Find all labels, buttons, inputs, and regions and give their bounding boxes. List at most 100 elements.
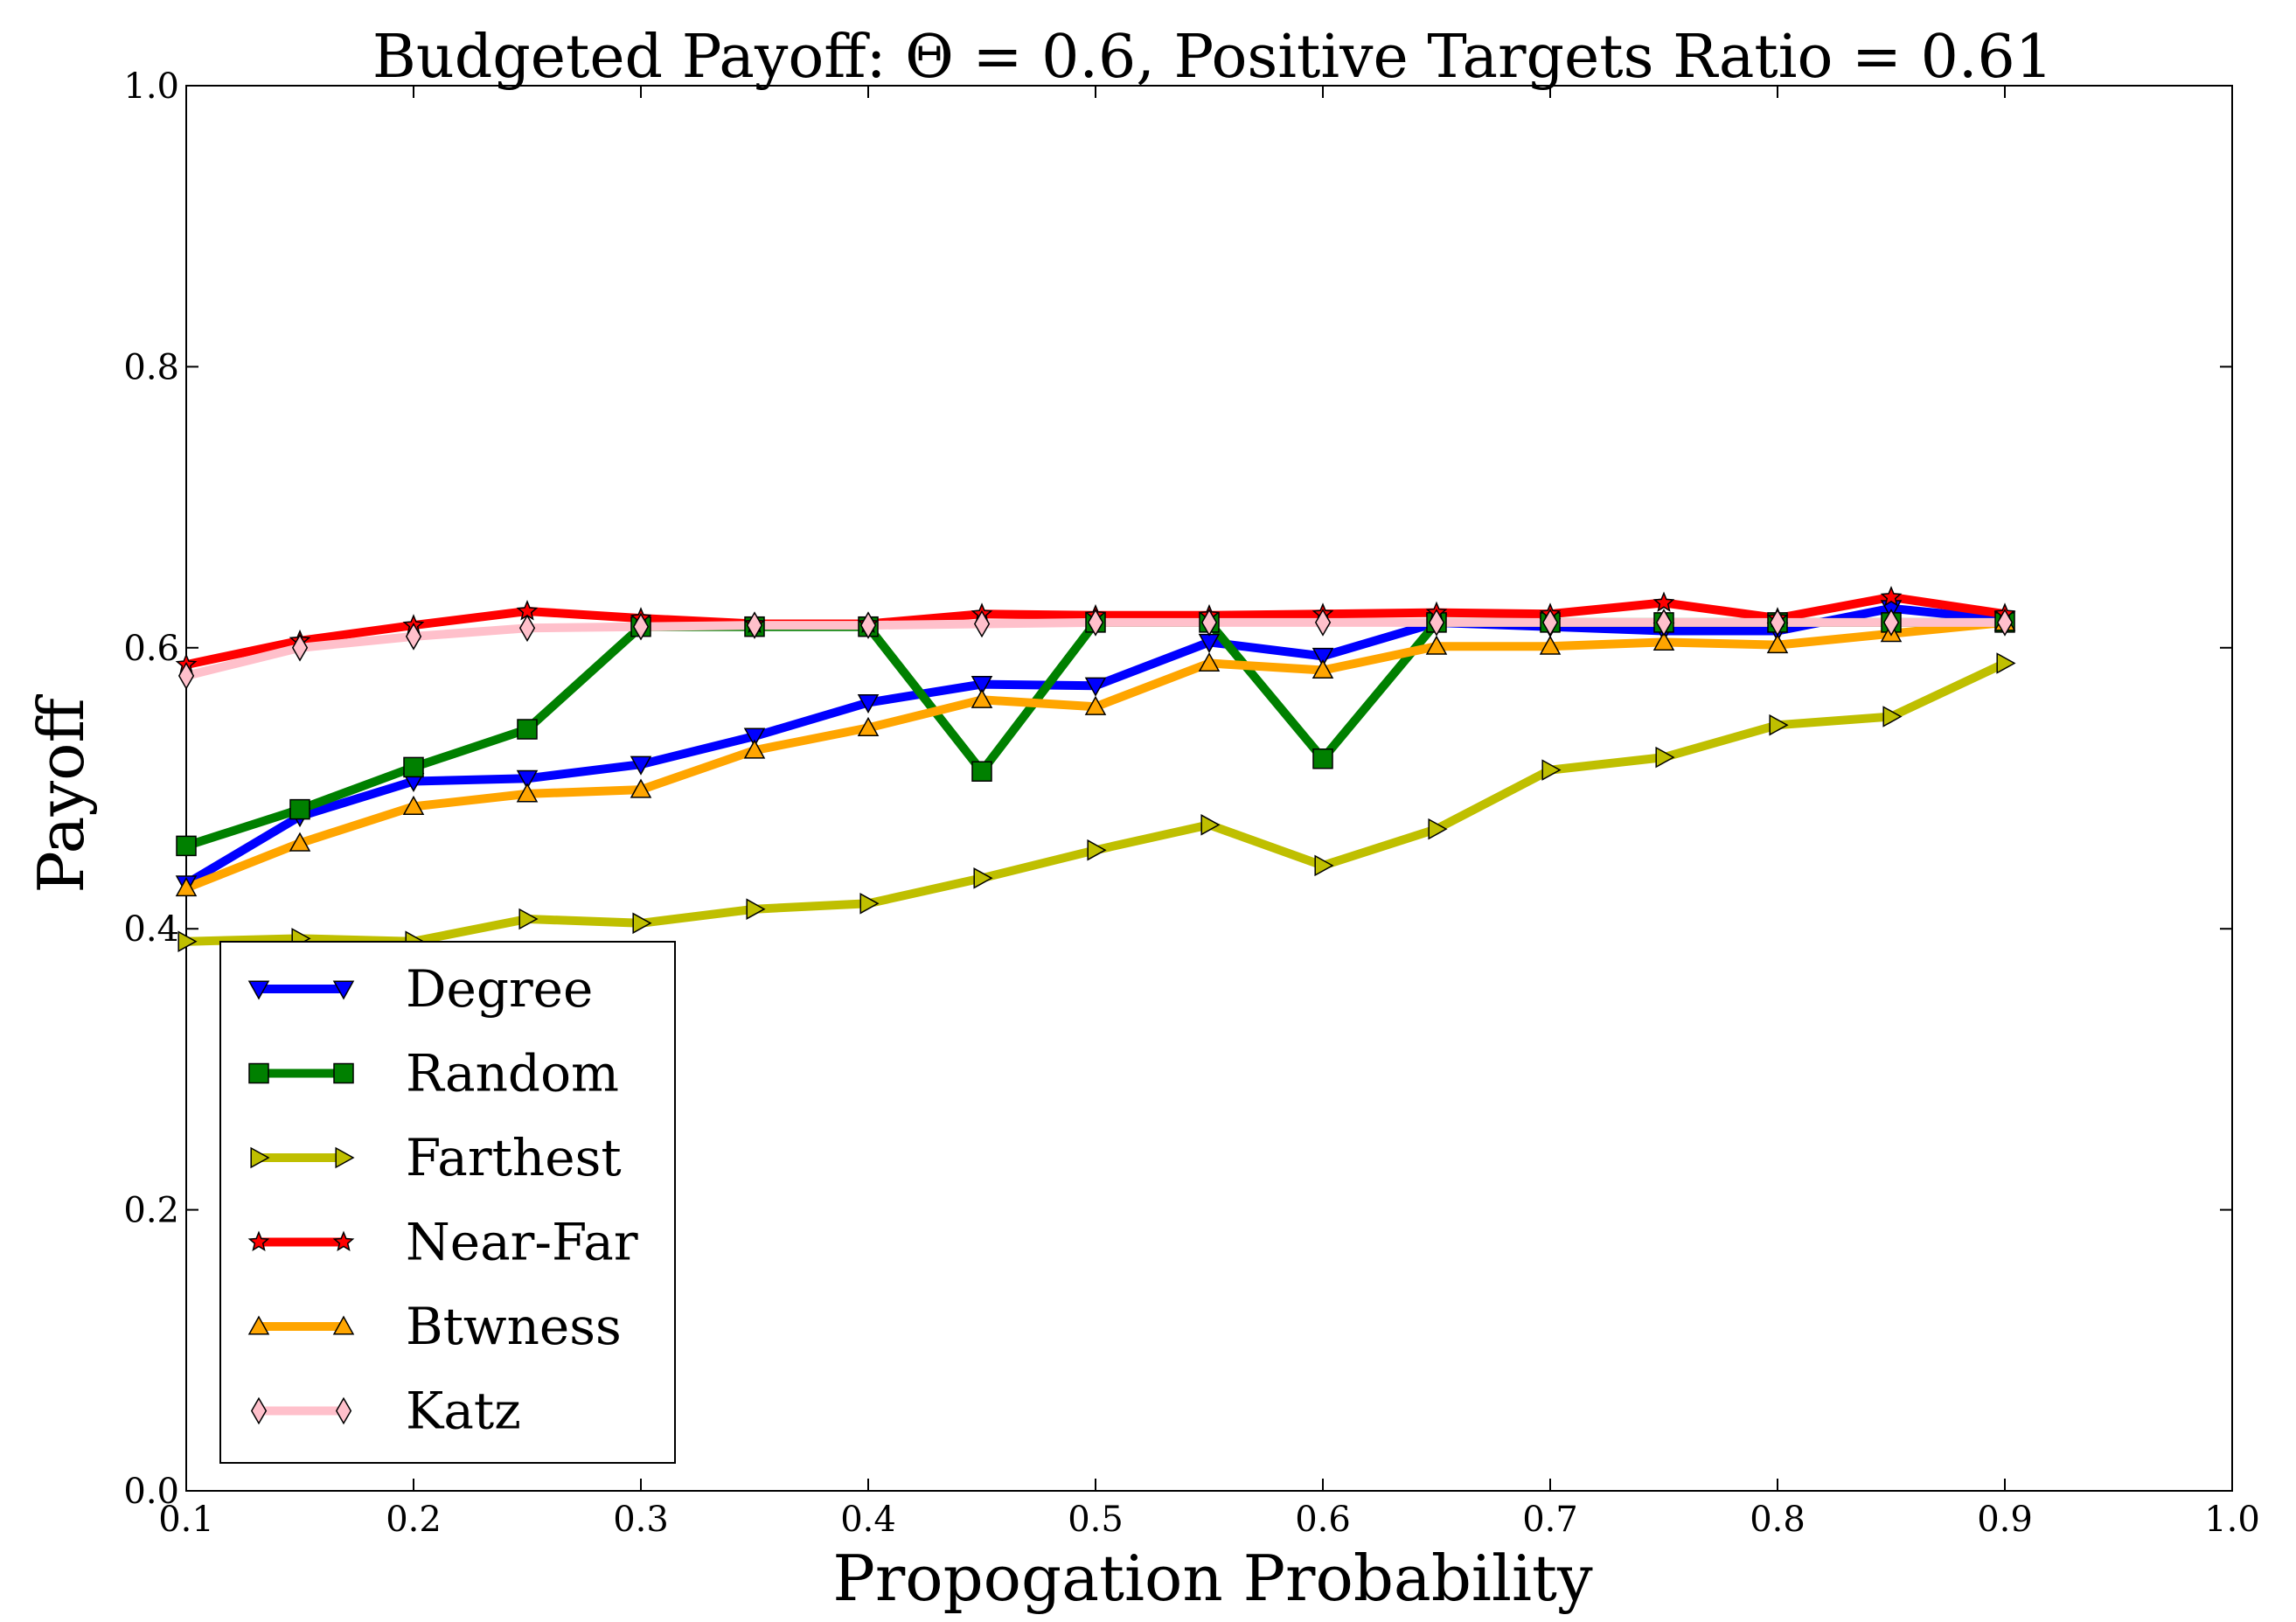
data-point-farthest — [1655, 746, 1675, 769]
data-point-degree — [1312, 647, 1334, 667]
data-point-random — [403, 756, 424, 778]
data-point-btwness — [1084, 695, 1107, 715]
legend-swatch-marker — [332, 1230, 355, 1251]
data-point-random — [289, 798, 310, 820]
data-point-katz — [1314, 609, 1332, 637]
data-point-degree — [857, 693, 880, 714]
axis-ticks: 0.1 0.2 0.3 0.4 0.5 0.6 0.7 0.8 0.9 1.0 0.0 0.2 0.4 0… — [123, 66, 2259, 1540]
data-point-btwness — [1198, 651, 1221, 672]
data-point-near-far — [1880, 585, 1903, 607]
x-tick-label: 0.1 — [158, 1500, 214, 1540]
data-point-katz — [632, 612, 650, 641]
data-point-btwness — [630, 778, 652, 798]
data-point-btwness — [1312, 658, 1334, 679]
data-point-farthest — [746, 898, 766, 920]
legend-swatch-marker — [250, 1146, 270, 1169]
x-tick-label: 0.4 — [840, 1500, 896, 1540]
data-point-farthest — [1314, 854, 1334, 877]
data-point-katz — [518, 614, 536, 643]
x-tick-label: 0.6 — [1295, 1500, 1351, 1540]
chart-title: Budgeted Payoff: Θ = 0.6, Positive Targe… — [372, 23, 2053, 92]
data-point-farthest — [1200, 814, 1221, 836]
data-point-farthest — [1996, 652, 2016, 674]
data-point-katz — [973, 609, 991, 638]
data-point-btwness — [743, 739, 766, 759]
legend-swatch-marker — [335, 1396, 352, 1425]
data-point-katz — [291, 633, 309, 662]
data-point-random — [971, 761, 992, 782]
legend-box — [219, 941, 676, 1464]
y-tick-label: 0.6 — [123, 629, 179, 669]
data-point-katz — [1428, 609, 1445, 637]
data-point-degree — [743, 727, 766, 748]
x-tick-label: 0.8 — [1750, 1500, 1805, 1540]
data-point-katz — [405, 623, 422, 651]
legend-label: Katz — [406, 1382, 521, 1441]
legend-label: Degree — [406, 959, 593, 1019]
legend: Degree Random Farthest Near-Far Btwness Katz — [219, 941, 676, 1464]
data-point-katz — [1655, 609, 1673, 637]
data-point-katz — [1200, 609, 1218, 637]
legend-label: Btwness — [406, 1297, 622, 1356]
legend-label: Random — [406, 1044, 619, 1103]
data-point-btwness — [175, 877, 198, 897]
plot-frame — [185, 85, 2233, 1492]
data-point-btwness — [402, 795, 425, 815]
legend-swatch-marker — [332, 1315, 355, 1335]
data-point-degree — [971, 676, 993, 696]
legend-swatch-marker — [335, 1146, 355, 1169]
y-tick-label: 0.8 — [123, 347, 179, 387]
data-point-btwness — [1425, 635, 1448, 655]
data-point-degree — [516, 769, 539, 790]
legend-swatch-marker — [247, 980, 270, 1000]
y-tick-label: 0.0 — [123, 1472, 179, 1512]
data-point-degree — [1084, 677, 1107, 697]
data-point-random — [517, 719, 538, 740]
data-point-btwness — [1652, 630, 1675, 651]
series-lines — [184, 592, 2007, 946]
series-line-degree — [184, 603, 2006, 888]
legend-swatch-marker — [250, 1396, 268, 1425]
data-point-btwness — [971, 688, 993, 708]
data-point-farthest — [1882, 706, 1903, 727]
x-tick-label: 0.9 — [1977, 1500, 2033, 1540]
data-point-near-far — [1652, 591, 1675, 612]
data-point-farthest — [973, 867, 993, 889]
data-point-farthest — [859, 893, 880, 915]
y-tick-label: 1.0 — [123, 66, 179, 107]
data-point-katz — [746, 611, 763, 639]
data-point-farthest — [177, 930, 198, 952]
legend-swatch-marker — [333, 1062, 354, 1084]
data-point-random — [1312, 748, 1333, 769]
data-point-katz — [1541, 609, 1559, 637]
x-tick-label: 0.2 — [386, 1500, 442, 1540]
data-point-random — [176, 835, 197, 857]
data-point-btwness — [857, 716, 880, 736]
data-point-degree — [630, 755, 652, 776]
data-point-btwness — [1539, 635, 1562, 655]
legend-label: Farthest — [406, 1128, 622, 1187]
x-tick-label: 0.5 — [1068, 1500, 1124, 1540]
data-point-katz — [1769, 609, 1786, 637]
data-point-farthest — [632, 912, 652, 935]
y-tick-label: 0.2 — [123, 1191, 179, 1231]
data-point-btwness — [516, 783, 539, 803]
data-point-katz — [1882, 609, 1900, 637]
data-point-katz — [177, 662, 195, 690]
data-point-katz — [1087, 609, 1104, 637]
data-point-farthest — [1769, 714, 1789, 736]
legend-swatch-marker — [247, 1230, 270, 1251]
legend-label: Near-Far — [406, 1213, 638, 1272]
data-point-farthest — [1087, 839, 1107, 861]
x-axis-title: Propogation Probability — [832, 1542, 1593, 1615]
data-point-farthest — [518, 908, 539, 930]
x-tick-label: 0.3 — [613, 1500, 669, 1540]
data-point-btwness — [289, 832, 311, 852]
data-point-farthest — [1428, 818, 1448, 840]
x-tick-label: 1.0 — [2204, 1500, 2260, 1540]
data-point-katz — [859, 611, 877, 639]
data-point-farthest — [1541, 759, 1562, 781]
data-point-btwness — [1766, 634, 1789, 654]
y-tick-label: 0.4 — [123, 909, 179, 950]
